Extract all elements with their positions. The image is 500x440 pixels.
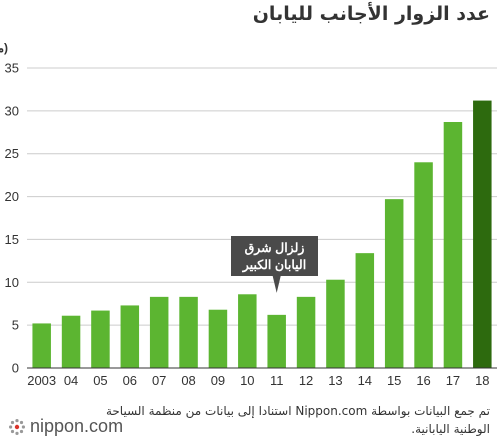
- bar-08: [179, 296, 198, 368]
- source-note: تم جمع البيانات بواسطة Nippon.com استناد…: [105, 404, 490, 436]
- x-tick-label: 2003: [27, 373, 56, 388]
- bar-04: [61, 315, 81, 368]
- bars: [32, 100, 492, 369]
- x-tick-label: 10: [240, 373, 254, 388]
- y-axis-label: (مليون): [0, 41, 8, 56]
- bar-18: [473, 100, 492, 369]
- bar-2003: [32, 323, 51, 368]
- bar-14: [355, 253, 375, 368]
- bar-10: [238, 294, 257, 368]
- nippon-logo: nippon.com: [8, 416, 123, 437]
- earthquake-annotation: زلزال شرق اليابان الكبير: [231, 236, 318, 293]
- bar-05: [91, 310, 110, 368]
- x-tick-label: 08: [181, 373, 195, 388]
- bar-15: [384, 199, 404, 368]
- x-tick-label: 17: [446, 373, 460, 388]
- x-tick-label: 05: [93, 373, 107, 388]
- x-tick-label: 07: [152, 373, 166, 388]
- x-tick-label: 09: [211, 373, 225, 388]
- y-tick-label: 10: [5, 275, 19, 290]
- bar-11: [267, 314, 286, 368]
- x-tick-label: 12: [299, 373, 313, 388]
- x-tick-label: 16: [416, 373, 430, 388]
- y-tick-label: 30: [5, 103, 19, 118]
- bar-09: [208, 309, 228, 368]
- bar-06: [120, 305, 140, 368]
- logo-text: nippon.com: [30, 416, 124, 436]
- y-tick-label: 20: [5, 189, 19, 204]
- bar-17: [443, 122, 463, 368]
- x-tick-label: 13: [328, 373, 342, 388]
- x-tick-labels: 2003 04 05 06 07 08 09 10 11 12 13 14 15 16 17 18: [27, 373, 489, 388]
- x-tick-label: 06: [123, 373, 137, 388]
- x-tick-label: 15: [387, 373, 401, 388]
- y-tick-label: 5: [12, 318, 19, 333]
- y-tick-label: 0: [12, 361, 19, 376]
- y-tick-label: 35: [5, 61, 19, 76]
- x-tick-label: 11: [270, 373, 284, 388]
- bar-13: [326, 279, 345, 368]
- x-tick-label: 14: [358, 373, 372, 388]
- chart-title: عدد الزوار الأجانب لليابان: [252, 3, 490, 25]
- annotation-line-2: اليابان الكبير: [242, 258, 306, 273]
- bar-07: [149, 296, 169, 368]
- bar-16: [414, 162, 433, 368]
- y-tick-labels: 0 5 10 15 20 25 30 35: [5, 61, 19, 376]
- annotation-line-1: زلزال شرق: [245, 241, 305, 256]
- annotation-callout: [231, 236, 318, 293]
- x-tick-label: 04: [64, 373, 78, 388]
- y-tick-label: 15: [5, 232, 19, 247]
- bar-12: [296, 296, 316, 368]
- y-tick-label: 25: [5, 146, 19, 161]
- nippon-flower-icon: [9, 418, 25, 435]
- x-tick-label: 18: [475, 373, 489, 388]
